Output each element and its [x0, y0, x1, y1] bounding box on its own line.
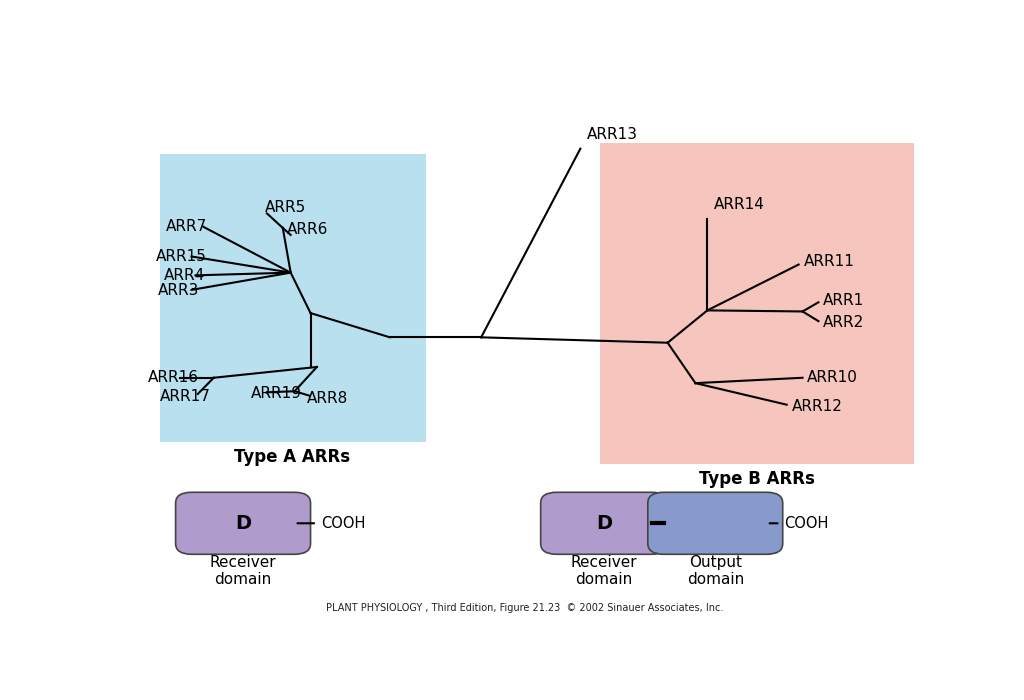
Text: ARR8: ARR8 — [306, 391, 348, 406]
Text: ARR7: ARR7 — [166, 219, 207, 234]
Text: ARR14: ARR14 — [714, 197, 765, 211]
Text: Receiver
domain: Receiver domain — [570, 554, 638, 587]
Text: ARR19: ARR19 — [251, 386, 302, 401]
Text: ARR4: ARR4 — [164, 268, 205, 283]
Text: COOH: COOH — [321, 516, 366, 531]
Text: ARR5: ARR5 — [264, 200, 306, 216]
Text: ARR13: ARR13 — [587, 127, 638, 141]
Text: ARR15: ARR15 — [156, 249, 207, 264]
Text: ARR12: ARR12 — [792, 399, 843, 414]
Text: Output
domain: Output domain — [687, 554, 743, 587]
Text: PLANT PHYSIOLOGY , Third Edition, Figure 21.23  © 2002 Sinauer Associates, Inc.: PLANT PHYSIOLOGY , Third Edition, Figure… — [326, 603, 724, 613]
Text: Type B ARRs: Type B ARRs — [699, 470, 815, 487]
Text: Receiver
domain: Receiver domain — [210, 554, 276, 587]
FancyBboxPatch shape — [160, 154, 426, 442]
Text: ARR10: ARR10 — [807, 370, 858, 385]
Text: ARR16: ARR16 — [147, 370, 199, 385]
Text: ARR2: ARR2 — [823, 315, 864, 330]
Text: ARR11: ARR11 — [804, 254, 855, 270]
Text: COOH: COOH — [784, 516, 828, 531]
Text: ARR3: ARR3 — [158, 284, 200, 298]
Text: Type A ARRs: Type A ARRs — [234, 448, 350, 466]
Text: ARR17: ARR17 — [160, 389, 211, 404]
FancyBboxPatch shape — [648, 492, 782, 554]
Text: D: D — [236, 514, 251, 533]
FancyBboxPatch shape — [176, 492, 310, 554]
FancyBboxPatch shape — [541, 492, 668, 554]
Text: ARR1: ARR1 — [823, 293, 864, 308]
FancyBboxPatch shape — [600, 144, 913, 464]
Text: ARR6: ARR6 — [287, 222, 328, 237]
Text: D: D — [596, 514, 612, 533]
